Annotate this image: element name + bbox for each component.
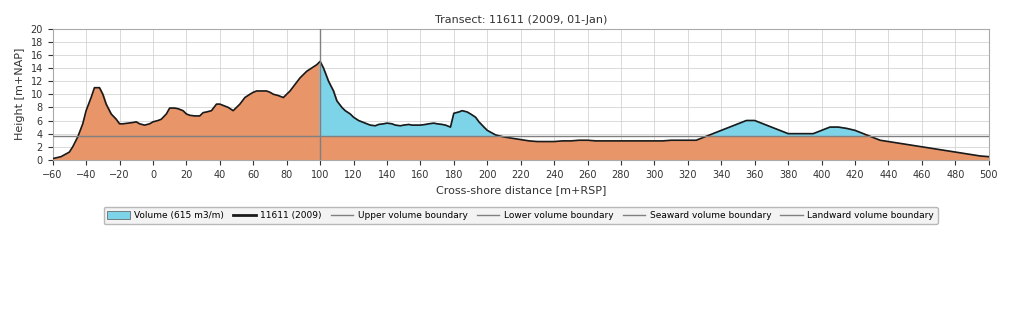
X-axis label: Cross-shore distance [m+RSP]: Cross-shore distance [m+RSP] xyxy=(435,185,606,195)
Legend: Volume (615 m3/m), 11611 (2009), Upper volume boundary, Lower volume boundary, S: Volume (615 m3/m), 11611 (2009), Upper v… xyxy=(103,207,938,224)
Title: Transect: 11611 (2009, 01-Jan): Transect: 11611 (2009, 01-Jan) xyxy=(434,15,607,25)
Y-axis label: Height [m+NAP]: Height [m+NAP] xyxy=(15,48,25,140)
